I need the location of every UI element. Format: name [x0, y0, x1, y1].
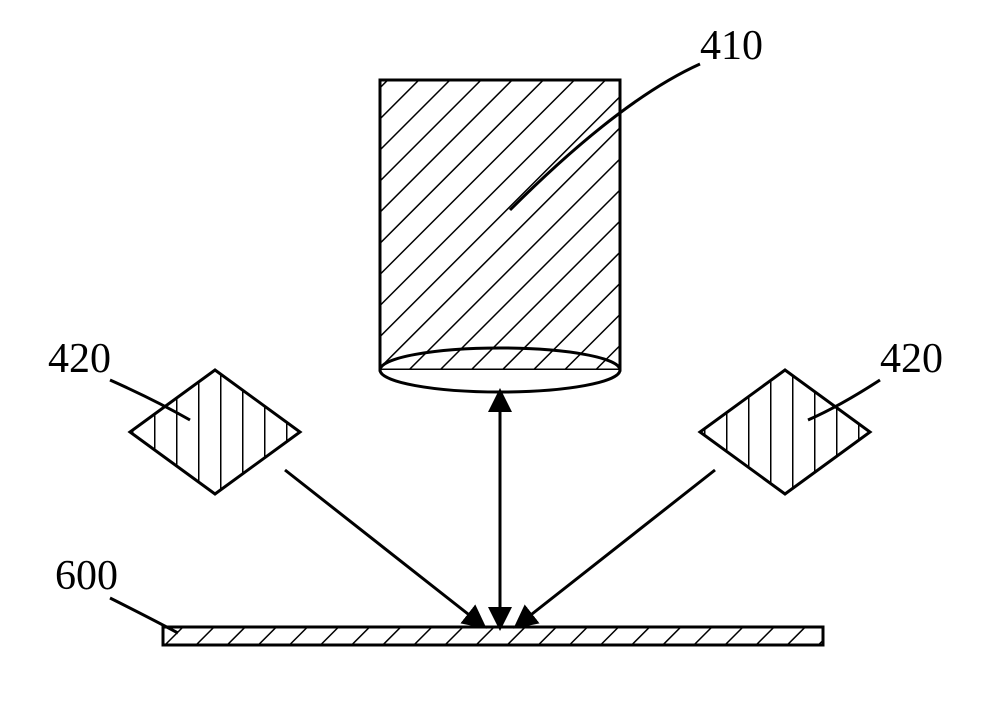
label-420-right: 420 [880, 335, 943, 383]
label-600: 600 [55, 552, 118, 600]
light-source-left [130, 370, 300, 494]
light-source-right [700, 370, 870, 494]
light-arrow-left [285, 470, 482, 625]
diagram-canvas [0, 0, 1000, 705]
leader-600 [110, 598, 178, 633]
camera-body [380, 80, 620, 392]
label-420-left: 420 [48, 335, 111, 383]
light-arrow-right [518, 470, 715, 625]
label-410: 410 [700, 22, 763, 70]
substrate-strip [163, 627, 823, 645]
